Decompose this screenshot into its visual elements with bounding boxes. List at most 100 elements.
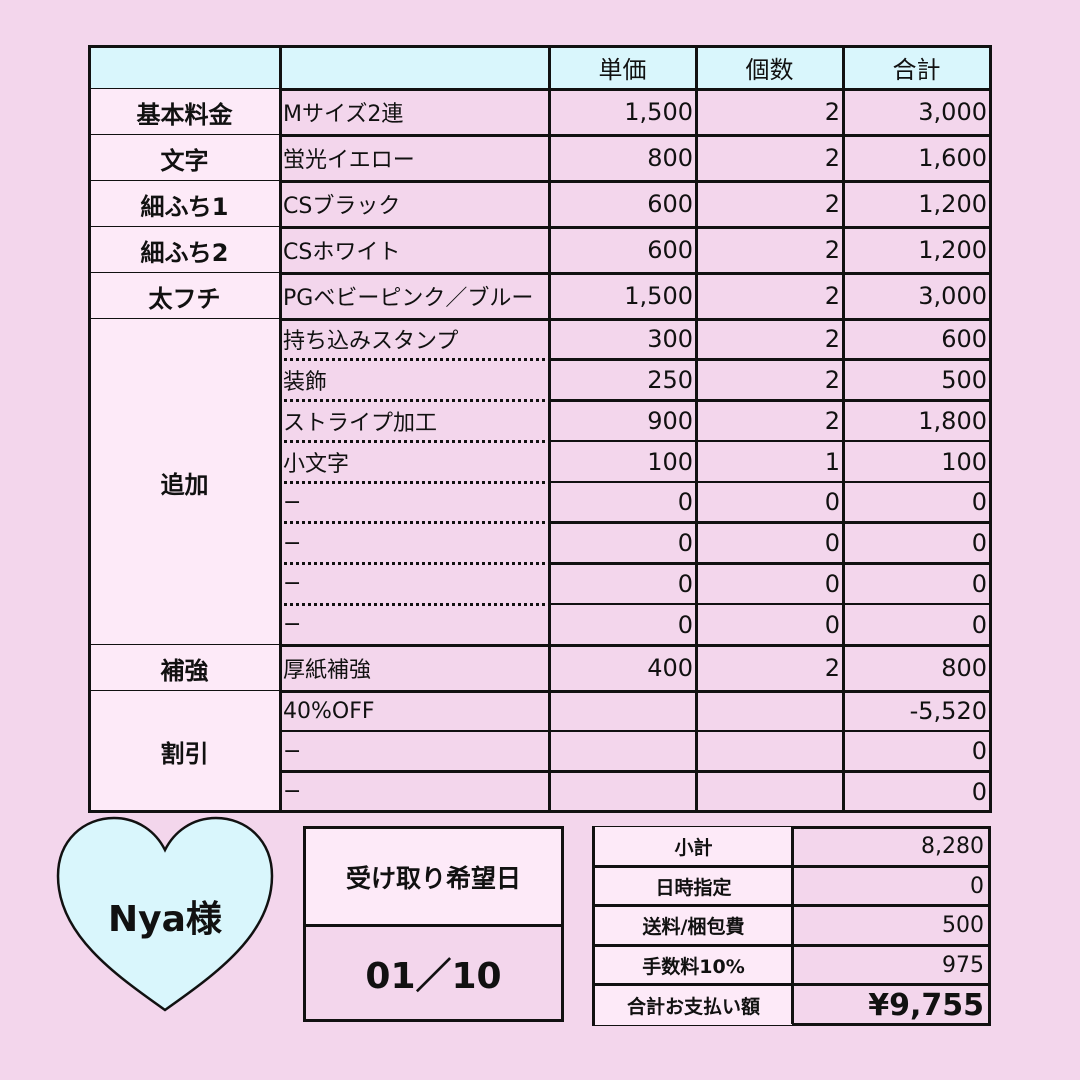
dotted-divider	[284, 358, 545, 362]
quantity: 2	[824, 236, 840, 264]
column-line	[547, 45, 551, 814]
quantity: 2	[824, 654, 840, 682]
unit-price: 600	[647, 190, 693, 218]
item-description: −	[283, 738, 302, 764]
line-total: 0	[971, 529, 987, 558]
grid-line	[89, 271, 990, 275]
summary-value: 0	[970, 873, 984, 899]
quantity: 0	[824, 569, 840, 598]
pickup-divider	[303, 924, 564, 927]
grid-line	[89, 87, 990, 91]
line-total: 800	[941, 654, 987, 682]
grid-line	[549, 602, 990, 606]
unit-price	[549, 691, 696, 731]
quantity: 2	[824, 282, 840, 310]
item-description: −	[283, 489, 302, 515]
line-total: 1,600	[918, 144, 987, 172]
grid-line	[549, 439, 990, 443]
grid-line	[89, 317, 990, 321]
summary-label: 合計お支払い額	[595, 985, 792, 1025]
dotted-divider	[284, 439, 545, 443]
column-line	[694, 45, 698, 814]
pickup-date: 01／10	[365, 956, 502, 997]
unit-price: 0	[677, 610, 693, 639]
quantity	[696, 691, 843, 731]
item-description: CSブラック	[283, 194, 401, 219]
grid-line	[89, 643, 990, 647]
quantity: 2	[824, 325, 840, 354]
column-line	[87, 45, 91, 814]
quantity	[696, 772, 843, 812]
heart-icon	[56, 816, 274, 1012]
line-total: -5,520	[909, 697, 987, 726]
row-group-label: 補強	[89, 645, 280, 691]
summary-column-line	[790, 826, 794, 1024]
column-header: 個数	[696, 45, 843, 89]
table-border	[89, 45, 990, 48]
column-header: 合計	[843, 45, 990, 89]
summary-value: 500	[942, 913, 984, 939]
column-line	[988, 45, 992, 814]
dotted-divider	[284, 562, 545, 565]
quantity: 0	[824, 610, 840, 639]
item-description: −	[283, 530, 302, 556]
unit-price: 300	[647, 325, 693, 354]
unit-price: 400	[647, 654, 693, 682]
unit-price	[549, 731, 696, 771]
summary-value: 8,280	[921, 834, 984, 860]
line-total: 0	[971, 777, 987, 806]
summary-label: 小計	[595, 827, 792, 867]
quantity: 0	[824, 488, 840, 517]
grid-line	[89, 133, 990, 137]
unit-price: 100	[647, 447, 693, 476]
grid-line	[280, 729, 990, 733]
column-header	[89, 45, 280, 89]
line-total: 0	[971, 488, 987, 517]
item-description: 40%OFF	[283, 698, 375, 724]
unit-price: 800	[647, 144, 693, 172]
unit-price: 900	[647, 406, 693, 435]
quantity: 2	[824, 144, 840, 172]
summary-value: 975	[942, 953, 984, 979]
quantity: 1	[824, 447, 840, 476]
line-total: 1,200	[918, 190, 987, 218]
item-description: ストライプ加工	[283, 410, 438, 436]
summary-label: 日時指定	[595, 866, 792, 907]
item-description: −	[283, 612, 302, 638]
row-group-label: 細ふち2	[89, 227, 280, 273]
summary-label: 送料/梱包費	[595, 906, 792, 946]
summary-value: ¥9,755	[868, 987, 984, 1023]
line-total: 0	[971, 569, 987, 598]
item-description: 小文字	[283, 451, 350, 477]
dotted-divider	[284, 480, 545, 484]
line-total: 3,000	[918, 98, 987, 126]
line-total: 600	[941, 325, 987, 354]
unit-price: 600	[647, 236, 693, 264]
row-group-label: 細ふち1	[89, 181, 280, 227]
dotted-divider	[284, 602, 545, 606]
line-total: 0	[971, 610, 987, 639]
line-total: 500	[941, 366, 987, 395]
grid-line	[549, 480, 990, 483]
dotted-divider	[284, 521, 545, 525]
grid-line	[89, 225, 990, 229]
line-total: 1,800	[918, 406, 987, 435]
item-description: −	[283, 571, 302, 597]
customer-name: Nya様	[108, 899, 222, 940]
grid-line	[549, 358, 990, 361]
unit-price: 1,500	[624, 282, 693, 310]
unit-price: 0	[677, 488, 693, 517]
item-description: −	[283, 779, 302, 805]
grid-line	[280, 770, 990, 773]
unit-price: 0	[677, 529, 693, 558]
row-group-label: 文字	[89, 135, 280, 181]
line-total: 3,000	[918, 282, 987, 310]
item-description: 装飾	[283, 370, 328, 396]
unit-price: 250	[647, 366, 693, 395]
item-description: CSホワイト	[283, 240, 401, 265]
grid-line	[549, 399, 990, 402]
quantity: 0	[824, 529, 840, 558]
unit-price	[549, 772, 696, 812]
column-header	[280, 45, 549, 89]
row-group-label: 基本料金	[89, 89, 280, 135]
